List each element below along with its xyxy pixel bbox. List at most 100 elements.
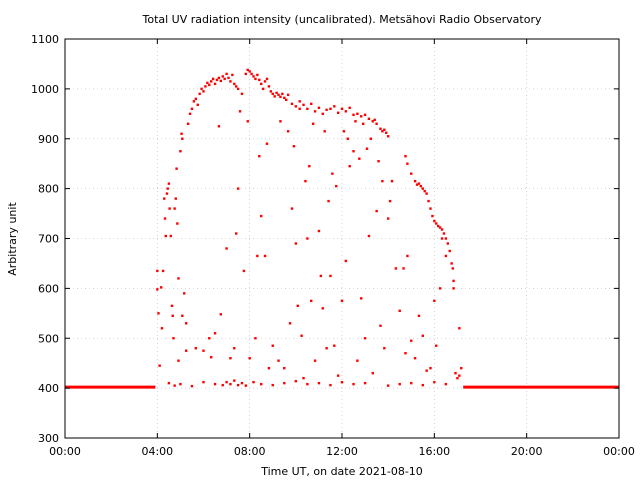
data-point <box>279 120 282 123</box>
data-point <box>231 73 234 77</box>
data-point <box>240 92 244 96</box>
y-tick-label: 800 <box>38 183 59 196</box>
data-point <box>283 96 286 100</box>
data-point <box>242 269 246 273</box>
y-tick-label: 900 <box>38 133 59 146</box>
data-point <box>240 381 244 385</box>
data-point <box>233 347 236 350</box>
data-point <box>258 155 261 158</box>
data-point <box>425 369 428 372</box>
data-point <box>348 106 351 110</box>
data-point <box>300 334 303 337</box>
data-point <box>413 357 417 360</box>
data-point <box>235 85 238 88</box>
data-point <box>233 379 236 382</box>
data-point <box>365 147 369 150</box>
data-point <box>277 359 280 362</box>
data-point <box>454 371 457 375</box>
data-point <box>166 187 169 190</box>
data-point <box>306 107 309 111</box>
data-point <box>317 381 321 385</box>
data-point <box>369 137 373 140</box>
data-point <box>415 183 419 186</box>
data-point <box>244 72 248 76</box>
data-point <box>229 357 232 360</box>
data-point <box>435 344 438 347</box>
data-point <box>319 274 323 278</box>
data-point <box>294 105 298 108</box>
data-point <box>176 222 179 225</box>
data-point <box>317 229 321 233</box>
data-layer <box>65 68 619 389</box>
data-point <box>202 90 205 93</box>
data-point <box>398 309 401 313</box>
data-point <box>367 234 371 238</box>
data-point <box>198 92 201 96</box>
data-point <box>386 217 390 220</box>
data-point <box>177 277 180 280</box>
data-point <box>188 112 192 116</box>
data-point <box>406 254 409 258</box>
data-point <box>271 92 274 96</box>
data-point <box>208 337 211 340</box>
data-point <box>421 334 424 337</box>
data-point <box>302 103 305 107</box>
data-point <box>290 207 294 210</box>
data-point <box>156 269 159 273</box>
data-point <box>302 376 305 380</box>
data-point <box>442 232 446 235</box>
data-point <box>177 359 180 362</box>
data-point <box>271 383 274 387</box>
data-point <box>325 347 328 350</box>
data-point <box>173 384 176 387</box>
data-point <box>269 90 273 93</box>
data-point <box>227 76 230 80</box>
data-point <box>298 107 301 111</box>
chart-title: Total UV radiation intensity (uncalibrat… <box>142 13 542 26</box>
data-point <box>433 219 436 223</box>
data-point <box>329 274 332 278</box>
data-point <box>281 92 284 96</box>
y-tick-label: 300 <box>38 432 59 445</box>
data-point <box>417 182 421 185</box>
data-point <box>172 337 175 340</box>
data-point <box>448 249 451 253</box>
data-point <box>233 82 236 86</box>
data-point <box>363 381 367 385</box>
data-point <box>410 339 413 342</box>
data-point <box>273 95 276 98</box>
data-point <box>260 82 263 86</box>
data-point <box>336 111 340 115</box>
data-point <box>256 254 259 258</box>
data-point <box>356 359 359 362</box>
data-point <box>181 314 184 318</box>
x-tick-label: 00:00 <box>603 445 635 458</box>
data-point <box>285 98 288 102</box>
x-tick-label: 08:00 <box>234 445 266 458</box>
data-point <box>402 267 405 270</box>
data-point <box>286 93 290 97</box>
data-point <box>229 80 232 83</box>
data-point <box>181 137 184 140</box>
grid-layer <box>65 39 619 438</box>
data-point <box>440 237 444 240</box>
data-point <box>167 381 171 385</box>
data-point <box>252 75 255 78</box>
data-point <box>352 150 355 153</box>
data-point <box>184 349 188 352</box>
data-point <box>458 327 461 330</box>
data-point <box>333 344 336 347</box>
data-point <box>444 382 448 386</box>
data-point <box>225 72 228 76</box>
data-point <box>194 347 198 350</box>
data-point <box>308 164 311 168</box>
data-point <box>256 73 259 77</box>
data-point <box>283 366 286 370</box>
data-point <box>331 172 334 175</box>
data-point <box>286 130 290 133</box>
data-point <box>452 287 455 290</box>
data-point <box>196 103 199 107</box>
data-point <box>267 85 271 88</box>
data-point <box>375 122 378 125</box>
